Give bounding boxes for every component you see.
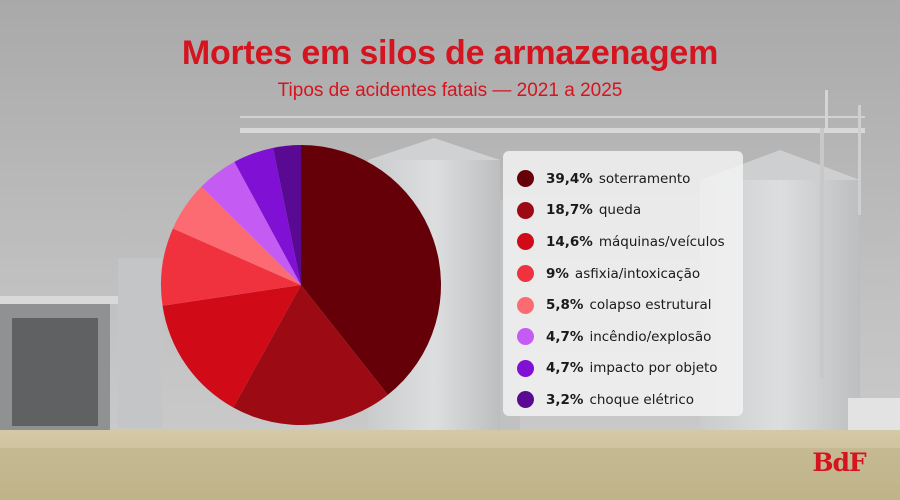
legend-label: soterramento (598, 170, 691, 187)
legend-swatch (517, 359, 534, 377)
legend-percentage: 18,7% (546, 202, 593, 219)
legend-item: 18,7% queda (517, 195, 743, 227)
legend-percentage: 4,7% (546, 328, 584, 345)
chart-subtitle: Tipos de acidentes fatais — 2021 a 2025 (277, 80, 623, 101)
pie-slice-4 (161, 228, 301, 306)
legend-label: máquinas/veículos (598, 233, 725, 250)
legend-item: 3,2% choque elétrico (517, 384, 743, 416)
legend-item: 4,7% incêndio/explosão (517, 321, 743, 353)
legend-swatch (517, 170, 534, 188)
pie-slice-7 (234, 147, 301, 285)
legend-item: 9% asfixia/intoxicação (517, 258, 743, 290)
legend-percentage: 9% (546, 265, 569, 282)
chart-title: Mortes em silos de armazenagem (181, 34, 719, 72)
legend-swatch (517, 328, 534, 346)
pie-chart (161, 145, 442, 425)
legend-swatch (517, 391, 534, 409)
pie-slice-3 (162, 285, 301, 408)
legend-percentage: 39,4% (546, 170, 593, 187)
legend-label: impacto por objeto (589, 360, 718, 377)
brand-logo: BdF (812, 448, 866, 477)
legend-swatch (517, 201, 534, 219)
pie-slice-2 (233, 285, 388, 425)
legend-percentage: 5,8% (546, 297, 584, 314)
legend-item: 14,6% máquinas/veículos (517, 226, 743, 258)
pie-slice-6 (201, 161, 301, 285)
pie-slice-5 (172, 186, 301, 285)
legend-label: colapso estrutural (589, 297, 712, 314)
legend-swatch (517, 296, 534, 314)
legend-percentage: 3,2% (546, 391, 584, 408)
pie-slice-1 (301, 145, 442, 395)
legend-label: choque elétrico (589, 391, 695, 408)
legend-item: 39,4% soterramento (517, 163, 743, 195)
chart-legend: 39,4% soterramento 18,7% queda 14,6% máquinas… (503, 151, 743, 416)
legend-label: queda (598, 202, 642, 219)
pie-slice-8 (273, 145, 301, 285)
legend-item: 4,7% impacto por objeto (517, 353, 743, 385)
legend-swatch (517, 233, 534, 251)
legend-swatch (517, 265, 534, 283)
legend-percentage: 14,6% (546, 233, 593, 250)
legend-percentage: 4,7% (546, 360, 584, 377)
legend-item: 5,8% colapso estrutural (517, 289, 743, 321)
legend-label: asfixia/intoxicação (574, 265, 701, 282)
legend-label: incêndio/explosão (589, 328, 712, 345)
